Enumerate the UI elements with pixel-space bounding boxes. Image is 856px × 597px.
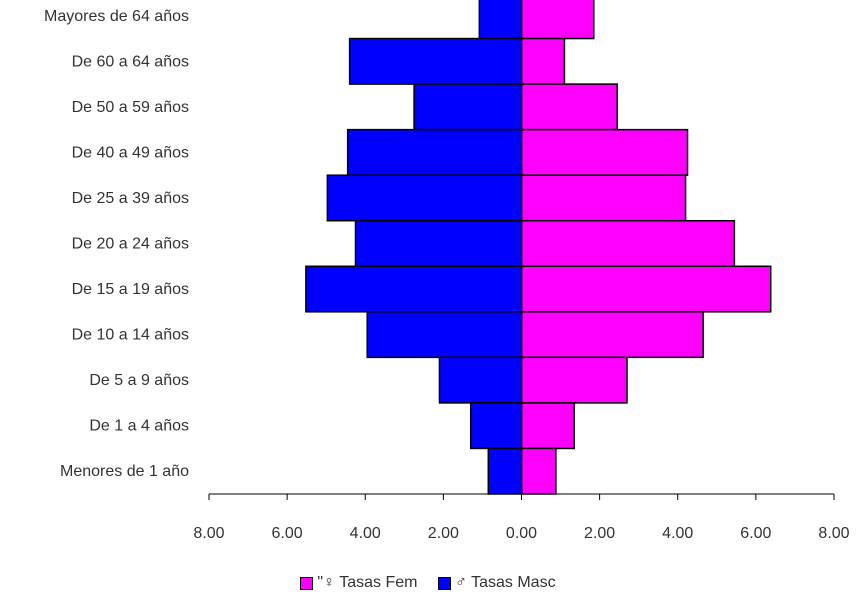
bar-fem-8 bbox=[520, 356, 628, 404]
category-label-2: De 50 a 59 años bbox=[72, 99, 189, 116]
bar-masc-8 bbox=[438, 356, 523, 404]
bar-masc-4 bbox=[326, 174, 523, 222]
legend-item-masc: ♂ Tasas Masc bbox=[437, 574, 556, 592]
bar-masc-5 bbox=[354, 219, 523, 268]
category-label-9: De 1 a 4 años bbox=[89, 418, 189, 435]
bar-fem-3 bbox=[520, 128, 689, 176]
category-label-3: De 40 a 49 años bbox=[72, 144, 189, 161]
legend-swatch-fem bbox=[300, 576, 314, 590]
bar-fem-10 bbox=[520, 447, 557, 495]
category-label-8: De 5 a 9 años bbox=[89, 372, 189, 389]
x-tick-label-8: 8.00 bbox=[818, 525, 849, 542]
legend: "♀ Tasas Fem ♂ Tasas Masc bbox=[0, 574, 856, 595]
bar-fem-2 bbox=[520, 83, 618, 131]
x-tick-label-4: 0.00 bbox=[506, 525, 537, 542]
legend-label-fem: "♀ Tasas Fem bbox=[317, 574, 418, 591]
bar-masc-0 bbox=[478, 0, 523, 40]
category-label-10: Menores de 1 año bbox=[60, 463, 189, 480]
x-tick-label-6: 4.00 bbox=[662, 525, 693, 542]
legend-swatch-masc bbox=[437, 576, 451, 590]
legend-item-fem: "♀ Tasas Fem bbox=[300, 574, 418, 592]
category-label-6: De 15 a 19 años bbox=[72, 281, 189, 298]
bar-masc-1 bbox=[348, 37, 523, 85]
x-tick-label-1: 6.00 bbox=[272, 525, 303, 542]
bar-fem-7 bbox=[520, 311, 704, 359]
x-axis: 8.00 6.00 4.00 2.00 0.00 2.00 4.00 6.00 8.00 bbox=[193, 0, 850, 542]
bar-fem-4 bbox=[520, 174, 687, 222]
bar-masc-3 bbox=[346, 128, 523, 176]
x-tick-label-0: 8.00 bbox=[193, 525, 224, 542]
bar-fem-6 bbox=[520, 265, 772, 313]
category-label-0: Mayores de 64 años bbox=[44, 8, 189, 25]
x-tick-label-5: 2.00 bbox=[584, 525, 615, 542]
category-label-7: De 10 a 14 años bbox=[72, 327, 189, 344]
legend-label-masc: ♂ Tasas Masc bbox=[454, 574, 556, 591]
category-label-4: De 25 a 39 años bbox=[72, 190, 189, 207]
bar-fem-9 bbox=[520, 402, 575, 450]
bar-fem-0 bbox=[520, 0, 595, 40]
category-label-1: De 60 a 64 años bbox=[72, 53, 189, 70]
category-labels: Mayores de 64 años De 60 a 64 años De 50 a… bbox=[44, 8, 189, 480]
x-tick-label-2: 4.00 bbox=[350, 525, 381, 542]
bar-fem-5 bbox=[520, 219, 736, 268]
population-pyramid-chart: Mayores de 64 años De 60 a 64 años De 50 a… bbox=[44, 0, 850, 542]
bar-masc-6 bbox=[305, 265, 523, 313]
x-tick-label-3: 2.00 bbox=[428, 525, 459, 542]
bar-masc-9 bbox=[469, 402, 523, 450]
bars-group bbox=[305, 0, 772, 495]
bar-masc-2 bbox=[413, 83, 523, 131]
x-tick-label-7: 6.00 bbox=[740, 525, 771, 542]
category-label-5: De 20 a 24 años bbox=[72, 236, 189, 253]
bar-fem-1 bbox=[520, 37, 566, 85]
bar-masc-10 bbox=[487, 447, 523, 495]
bar-masc-7 bbox=[366, 311, 523, 359]
